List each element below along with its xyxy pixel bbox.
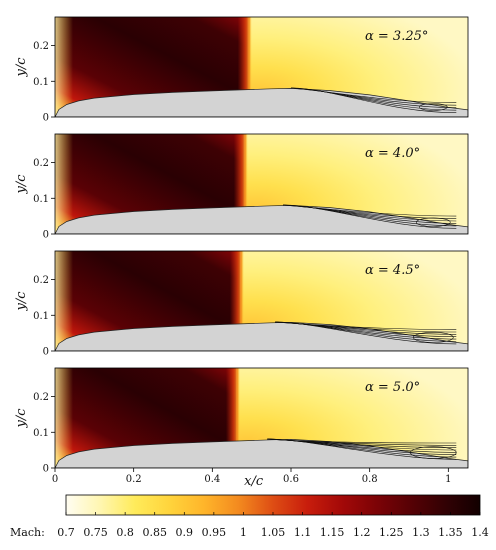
x-tick-label: 0.4 xyxy=(204,474,220,485)
y-tick-label: 0 xyxy=(43,464,49,475)
leading-edge-zone xyxy=(55,134,73,234)
colorbar-tick-label: 1.25 xyxy=(379,526,404,539)
streamline xyxy=(275,321,457,330)
alpha-annotation: α = 3.25° xyxy=(365,29,428,44)
airfoil xyxy=(55,439,468,468)
y-axis-label: y/c xyxy=(14,408,29,429)
colorbar-tick-label: 1.2 xyxy=(353,526,371,539)
leading-edge-zone xyxy=(55,17,73,117)
recirculation-core xyxy=(418,103,448,111)
streamline xyxy=(290,87,457,103)
colorbar-tick-label: 0.8 xyxy=(116,526,134,539)
panel-3: 0 0.1 0.2 y/c α = 4.5° xyxy=(14,250,469,358)
panel-frame xyxy=(54,250,469,352)
x-tick-label: 0.6 xyxy=(283,474,299,485)
y-tick-label: 0.2 xyxy=(33,392,49,403)
y-tick-label: 0.1 xyxy=(33,428,49,439)
y-axis-label: y/c xyxy=(14,174,29,195)
colorbar-tick-label: 0.7 xyxy=(57,526,75,539)
recirculation-core xyxy=(409,446,457,459)
panel-4: 0 0.1 0.2 0 0.2 0.4 0.6 0.8 1 y/c x/c α = 5.0° xyxy=(14,367,469,489)
leading-edge-zone xyxy=(55,251,73,351)
colorbar-tick-label: 0.95 xyxy=(202,526,227,539)
colorbar-tick-label: 1.1 xyxy=(294,526,312,539)
x-tick-label: 0.8 xyxy=(362,474,378,485)
streamline xyxy=(267,438,457,444)
y-tick-label: 0.1 xyxy=(33,194,49,205)
colorbar-tick-label: 0.75 xyxy=(83,526,108,539)
colorbar-tick-label: 1.15 xyxy=(320,526,345,539)
alpha-annotation: α = 4.5° xyxy=(365,263,420,278)
y-tick-label: 0.2 xyxy=(33,41,49,52)
panel-2: 0 0.1 0.2 y/c α = 4.0° xyxy=(14,133,469,241)
colorbar-tick-label: 1 xyxy=(240,526,247,539)
recirculation-core xyxy=(415,217,451,227)
colorbar-tick-label: 1.3 xyxy=(412,526,430,539)
streamline xyxy=(283,204,457,217)
colorbar-label: Mach: xyxy=(10,526,45,539)
panel-1: 0 0.1 0.2 y/c α = 3.25° xyxy=(14,16,469,124)
x-tick-label: 0.2 xyxy=(126,474,142,485)
mach-field xyxy=(55,134,468,234)
y-tick-label: 0.2 xyxy=(33,158,49,169)
recirculation-core xyxy=(412,331,454,343)
colorbar-tick-label: 0.85 xyxy=(142,526,167,539)
y-axis-label: y/c xyxy=(14,291,29,312)
panel-frame xyxy=(54,133,469,235)
y-tick-label: 0 xyxy=(43,230,49,241)
colorbar-tick-label: 1.4 xyxy=(471,526,489,539)
mach-colorbar: 0.7 0.75 0.8 0.85 0.9 0.95 1 1.05 1.1 1.15 1.2 1.25… xyxy=(10,494,489,539)
colorbar-tick-label: 1.05 xyxy=(261,526,286,539)
y-tick-label: 0.1 xyxy=(33,77,49,88)
alpha-annotation: α = 4.0° xyxy=(365,146,420,161)
panel-frame xyxy=(54,16,469,118)
y-tick-label: 0 xyxy=(43,347,49,358)
y-tick-label: 0.2 xyxy=(33,275,49,286)
x-tick-label: 0 xyxy=(52,474,58,485)
y-tick-label: 0 xyxy=(43,113,49,124)
panel-frame xyxy=(54,367,469,469)
alpha-annotation: α = 5.0° xyxy=(365,380,420,395)
mach-field xyxy=(55,17,468,117)
x-axis-label: x/c xyxy=(244,474,264,489)
colorbar-tick-label: 0.9 xyxy=(176,526,194,539)
leading-edge-zone xyxy=(55,368,73,468)
mach-field xyxy=(55,368,468,468)
mach-field xyxy=(55,251,468,351)
colorbar-tick-label: 1.35 xyxy=(438,526,463,539)
y-tick-label: 0.1 xyxy=(33,311,49,322)
airfoil xyxy=(55,205,468,234)
x-tick-label: 1 xyxy=(445,474,451,485)
y-axis-label: y/c xyxy=(14,57,29,78)
